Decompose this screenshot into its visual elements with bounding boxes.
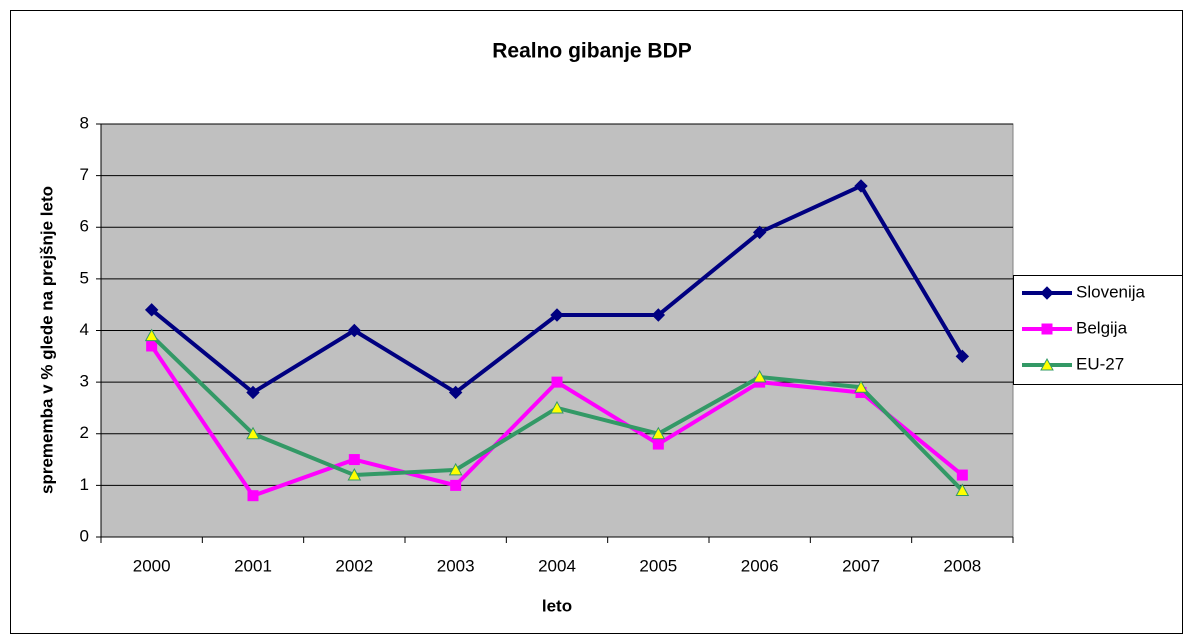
- data-point: [854, 179, 868, 193]
- data-point: [955, 349, 970, 364]
- data-point: [651, 426, 666, 440]
- data-point: [550, 400, 564, 414]
- data-point: [752, 225, 767, 240]
- x-tick-label: 2003: [437, 556, 475, 575]
- data-point: [752, 369, 767, 383]
- y-tick-label: 4: [80, 320, 89, 339]
- legend-marker: [1040, 357, 1054, 371]
- data-point: [652, 438, 664, 450]
- data-point: [246, 426, 260, 440]
- y-tick-label: 7: [80, 165, 89, 184]
- data-point: [144, 303, 159, 317]
- data-point: [247, 490, 259, 502]
- data-point: [347, 323, 362, 338]
- y-tick-label: 1: [80, 475, 89, 494]
- data-point: [347, 468, 362, 481]
- x-axis-label: leto: [542, 596, 572, 615]
- data-point: [144, 328, 159, 342]
- data-point: [854, 380, 868, 393]
- y-tick-label: 0: [80, 526, 89, 545]
- y-tick-label: 2: [80, 423, 89, 442]
- data-point: [448, 462, 463, 476]
- data-point: [955, 483, 970, 497]
- x-tick-label: 2005: [639, 556, 677, 575]
- chart-title: Realno gibanje BDP: [492, 40, 692, 63]
- data-point: [651, 308, 666, 322]
- legend-marker: [1041, 323, 1053, 335]
- legend-label: Belgija: [1076, 318, 1128, 337]
- y-tick-label: 8: [80, 113, 89, 132]
- data-point: [448, 385, 463, 400]
- data-point: [450, 479, 462, 491]
- legend-label: EU-27: [1076, 354, 1124, 373]
- data-point: [550, 308, 564, 322]
- data-point: [246, 385, 260, 400]
- x-tick-label: 2007: [842, 556, 880, 575]
- data-point: [146, 340, 158, 352]
- x-tick-label: 2008: [943, 556, 981, 575]
- y-tick-label: 6: [80, 217, 89, 236]
- y-tick-label: 3: [80, 372, 89, 391]
- x-tick-label: 2001: [234, 556, 272, 575]
- data-point: [956, 469, 968, 481]
- data-point: [348, 454, 360, 466]
- y-axis-label: sprememba v % glede na prejšnje leto: [37, 186, 56, 494]
- legend-label: Slovenija: [1076, 282, 1146, 301]
- x-tick-label: 2002: [335, 556, 373, 575]
- x-tick-label: 2000: [133, 556, 171, 575]
- legend-marker: [1040, 286, 1054, 300]
- data-point: [551, 376, 563, 388]
- x-tick-label: 2004: [538, 556, 576, 575]
- x-tick-label: 2006: [741, 556, 779, 575]
- y-tick-label: 5: [80, 268, 89, 287]
